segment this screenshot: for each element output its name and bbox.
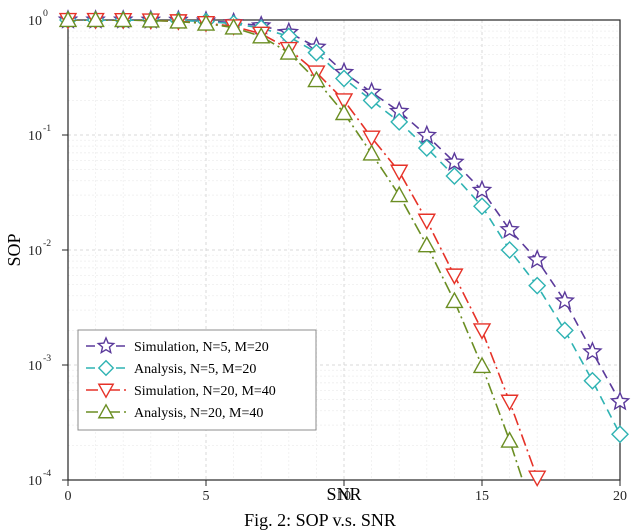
sop-vs-snr-chart: 05101520SNR10-410-310-210-1100SOPSimulat… (0, 0, 640, 531)
x-tick-label: 5 (203, 489, 210, 504)
x-tick-label: 0 (65, 489, 72, 504)
svg-text:10: 10 (28, 359, 42, 374)
svg-text:-3: -3 (43, 353, 51, 364)
svg-text:10: 10 (28, 474, 42, 489)
y-axis-label: SOP (4, 233, 24, 266)
legend-label: Simulation, N=5, M=20 (134, 340, 269, 355)
svg-text:10: 10 (28, 129, 42, 144)
svg-text:0: 0 (43, 8, 48, 19)
x-tick-label: 15 (475, 489, 489, 504)
svg-text:10: 10 (28, 14, 42, 29)
svg-text:10: 10 (28, 244, 42, 259)
figure-container: 05101520SNR10-410-310-210-1100SOPSimulat… (0, 0, 640, 531)
legend-label: Analysis, N=5, M=20 (134, 362, 256, 377)
x-axis-label: SNR (326, 484, 361, 504)
legend-label: Simulation, N=20, M=40 (134, 384, 276, 399)
legend: Simulation, N=5, M=20 Analysis, N=5, M=20… (78, 330, 316, 430)
svg-text:-4: -4 (43, 468, 51, 479)
svg-text:-2: -2 (43, 238, 51, 249)
x-tick-label: 20 (613, 489, 627, 504)
legend-label: Analysis, N=20, M=40 (134, 406, 263, 421)
svg-text:-1: -1 (43, 123, 51, 134)
figure-caption: Fig. 2: SOP v.s. SNR (0, 510, 640, 531)
